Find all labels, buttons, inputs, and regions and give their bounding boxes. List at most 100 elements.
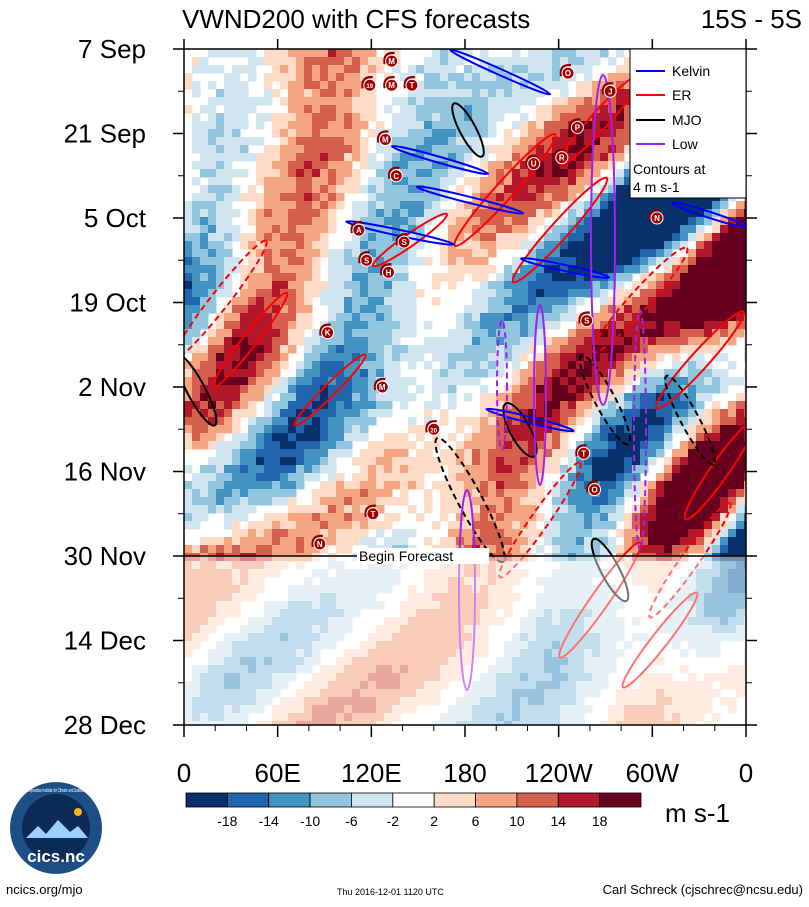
heat-cell	[288, 537, 297, 546]
heat-cell	[200, 577, 209, 586]
heat-cell	[304, 321, 313, 330]
heat-cell	[488, 81, 497, 90]
heat-cell	[464, 377, 473, 386]
heat-cell	[744, 369, 746, 378]
heat-cell	[216, 241, 225, 250]
heat-cell	[232, 465, 241, 474]
heat-cell	[312, 81, 321, 90]
heat-cell	[256, 305, 265, 314]
heat-cell	[712, 505, 721, 514]
heat-cell	[680, 225, 689, 234]
heat-cell	[696, 593, 705, 602]
heat-cell	[296, 657, 305, 666]
heat-cell	[296, 185, 305, 194]
heat-cell	[368, 297, 377, 306]
heat-cell	[488, 497, 497, 506]
heat-cell	[344, 401, 353, 410]
heat-cell	[304, 697, 313, 706]
heat-cell	[376, 561, 385, 570]
heat-cell	[584, 393, 593, 402]
heat-cell	[400, 161, 409, 170]
heat-cell	[296, 385, 305, 394]
heat-cell	[280, 665, 289, 674]
heat-cell	[480, 369, 489, 378]
heat-cell	[480, 305, 489, 314]
heat-cell	[504, 225, 513, 234]
heat-cell	[464, 249, 473, 258]
heat-cell	[464, 105, 473, 114]
heat-cell	[200, 665, 209, 674]
heat-cell	[544, 321, 553, 330]
heat-cell	[496, 497, 505, 506]
heat-cell	[328, 585, 337, 594]
heat-cell	[656, 497, 665, 506]
heat-cell	[240, 537, 249, 546]
heat-cell	[392, 329, 401, 338]
heat-cell	[496, 113, 505, 122]
heat-cell	[728, 489, 737, 498]
heat-cell	[296, 153, 305, 162]
heat-cell	[392, 529, 401, 538]
heat-cell	[328, 297, 337, 306]
heat-cell	[696, 225, 705, 234]
heat-cell	[728, 673, 737, 682]
heat-cell	[448, 233, 457, 242]
heat-cell	[512, 393, 521, 402]
heat-cell	[184, 305, 193, 314]
heat-cell	[680, 441, 689, 450]
heat-cell	[528, 153, 537, 162]
heat-cell	[632, 689, 641, 698]
heat-cell	[688, 609, 697, 618]
heat-cell	[232, 521, 241, 530]
heat-cell	[272, 409, 281, 418]
heat-cell	[488, 105, 497, 114]
heat-cell	[368, 417, 377, 426]
heat-cell	[248, 57, 257, 66]
heat-cell	[248, 337, 257, 346]
heat-cell	[384, 153, 393, 162]
heat-cell	[640, 409, 649, 418]
heat-cell	[280, 185, 289, 194]
heat-cell	[216, 249, 225, 258]
heat-cell	[184, 505, 193, 514]
heat-cell	[400, 673, 409, 682]
heat-cell	[504, 553, 513, 562]
heat-cell	[624, 337, 633, 346]
heat-cell	[680, 497, 689, 506]
heat-cell	[544, 361, 553, 370]
heat-cell	[240, 449, 249, 458]
heat-cell	[680, 337, 689, 346]
heat-cell	[200, 617, 209, 626]
heat-cell	[240, 577, 249, 586]
heat-cell	[288, 337, 297, 346]
heat-cell	[736, 673, 745, 682]
heat-cell	[424, 57, 433, 66]
heat-cell	[344, 249, 353, 258]
heat-cell	[576, 537, 585, 546]
heat-cell	[344, 593, 353, 602]
heat-cell	[320, 681, 329, 690]
heat-cell	[592, 513, 601, 522]
heat-cell	[648, 209, 657, 218]
heat-cell	[744, 265, 746, 274]
heat-cell	[624, 105, 633, 114]
heat-cell	[416, 97, 425, 106]
heat-cell	[368, 305, 377, 314]
heat-cell	[608, 625, 617, 634]
heat-cell	[256, 97, 265, 106]
heat-cell	[352, 97, 361, 106]
heat-cell	[520, 537, 529, 546]
heat-cell	[736, 417, 745, 426]
heat-cell	[192, 673, 201, 682]
heat-cell	[656, 241, 665, 250]
heat-cell	[400, 137, 409, 146]
heat-cell	[360, 473, 369, 482]
heat-cell	[440, 657, 449, 666]
heat-cell	[224, 489, 233, 498]
heat-cell	[384, 473, 393, 482]
heat-cell	[400, 345, 409, 354]
heat-cell	[576, 409, 585, 418]
heat-cell	[376, 481, 385, 490]
heat-cell	[384, 577, 393, 586]
heat-cell	[744, 249, 746, 258]
